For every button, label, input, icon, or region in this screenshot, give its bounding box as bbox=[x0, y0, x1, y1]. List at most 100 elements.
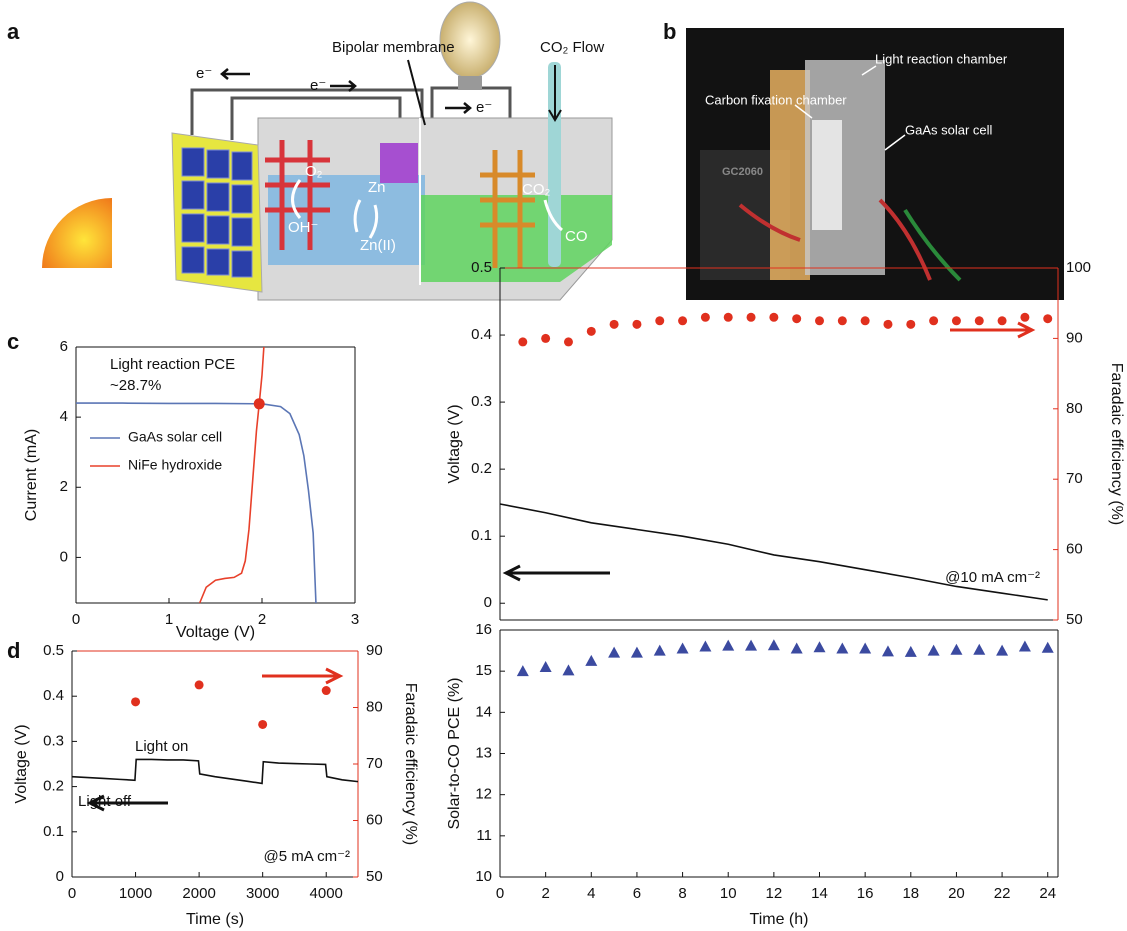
y2-axis-label: Faradaic efficiency (%) bbox=[1108, 363, 1125, 525]
y-tick-label: 0.2 bbox=[471, 460, 492, 477]
y-tick-label: 14 bbox=[475, 703, 492, 720]
x-tick-label: 1 bbox=[165, 611, 173, 628]
y-tick-label: 0 bbox=[56, 868, 64, 885]
y2-tick-label: 60 bbox=[1066, 541, 1083, 558]
anolyte bbox=[268, 175, 425, 265]
point bbox=[609, 319, 619, 329]
label: e⁻ bbox=[196, 65, 212, 82]
y-axis-label: Solar-to-CO PCE (%) bbox=[446, 677, 463, 829]
point bbox=[722, 639, 735, 651]
point bbox=[996, 644, 1009, 656]
y-tick-label: 16 bbox=[475, 621, 492, 638]
point bbox=[586, 326, 596, 336]
catholyte bbox=[420, 195, 612, 282]
panel-label: d bbox=[7, 638, 20, 663]
pointer bbox=[794, 65, 906, 151]
point bbox=[927, 644, 940, 656]
point bbox=[836, 642, 849, 654]
point bbox=[973, 643, 986, 655]
x-tick-label: 2000 bbox=[182, 885, 215, 902]
wire bbox=[190, 88, 424, 135]
y-tick-label: 0.1 bbox=[471, 527, 492, 544]
solar-cells bbox=[181, 147, 253, 278]
x-tick-label: 16 bbox=[857, 885, 874, 902]
panel-label: a bbox=[7, 19, 20, 44]
y-tick-label: 0 bbox=[484, 594, 492, 611]
membrane bbox=[380, 143, 418, 183]
point bbox=[951, 316, 961, 326]
series-line bbox=[71, 758, 359, 785]
x-tick-label: 22 bbox=[994, 885, 1011, 902]
x-tick-label: 20 bbox=[948, 885, 965, 902]
point bbox=[881, 645, 894, 657]
x-tick-label: 3 bbox=[351, 611, 359, 628]
point bbox=[1043, 314, 1053, 324]
label: CO bbox=[565, 228, 588, 245]
point bbox=[700, 312, 710, 322]
point bbox=[859, 642, 872, 654]
photo-label: GC2060 bbox=[722, 166, 763, 178]
y-tick-label: 2 bbox=[60, 478, 68, 495]
point bbox=[1020, 312, 1030, 322]
arrow bbox=[291, 179, 302, 219]
y-tick-label: 0.1 bbox=[43, 823, 64, 840]
x-tick-label: 14 bbox=[811, 885, 828, 902]
y-tick-label: 0.4 bbox=[43, 687, 64, 704]
y-tick-label: 0.5 bbox=[471, 259, 492, 276]
point bbox=[769, 312, 779, 322]
bulb-base bbox=[458, 76, 482, 90]
y2-tick-label: 90 bbox=[1066, 329, 1083, 346]
y-tick-label: 13 bbox=[475, 744, 492, 761]
y-axis-label: Voltage (V) bbox=[13, 724, 30, 803]
point bbox=[585, 654, 598, 666]
annotation: Light on bbox=[135, 738, 188, 755]
y-tick-label: 0.3 bbox=[43, 732, 64, 749]
arrow bbox=[220, 68, 250, 80]
panel-label: c bbox=[7, 329, 19, 354]
x-tick-label: 3000 bbox=[246, 885, 279, 902]
schematic: Bipolar membrane CO₂ Flow e⁻ e⁻ e⁻ O₂ OH… bbox=[42, 1, 613, 301]
x-tick-label: 1000 bbox=[119, 885, 152, 902]
point bbox=[745, 639, 758, 651]
y-tick-label: 15 bbox=[475, 662, 492, 679]
x-tick-label: 2 bbox=[541, 885, 549, 902]
photo-label: GaAs solar cell bbox=[905, 122, 993, 137]
y2-tick-label: 100 bbox=[1066, 259, 1091, 276]
arrow bbox=[353, 199, 379, 239]
point bbox=[699, 640, 712, 652]
x-tick-label: 24 bbox=[1039, 885, 1056, 902]
x-tick-label: 12 bbox=[766, 885, 783, 902]
label: CO₂ bbox=[522, 181, 551, 198]
point bbox=[904, 645, 917, 657]
y-tick-label: 0.5 bbox=[43, 642, 64, 659]
point bbox=[837, 316, 847, 326]
x-axis-label: Voltage (V) bbox=[176, 624, 255, 641]
cable bbox=[903, 208, 962, 282]
annotation: Light reaction PCE bbox=[110, 356, 235, 373]
point bbox=[632, 319, 642, 329]
point bbox=[723, 312, 733, 322]
annotation: @5 mA cm⁻² bbox=[264, 848, 350, 865]
point bbox=[813, 641, 826, 653]
point bbox=[539, 661, 552, 673]
y-tick-label: 0 bbox=[60, 548, 68, 565]
cathode bbox=[480, 150, 535, 268]
point bbox=[1018, 640, 1031, 652]
point bbox=[630, 646, 643, 658]
marker bbox=[253, 398, 265, 410]
x-tick-label: 4000 bbox=[310, 885, 343, 902]
label: Bipolar membrane bbox=[332, 39, 455, 56]
carbon-chamber bbox=[770, 70, 810, 280]
y2-tick-label: 70 bbox=[366, 755, 383, 772]
y2-tick-label: 80 bbox=[1066, 400, 1083, 417]
legend-label: NiFe hydroxide bbox=[128, 457, 222, 473]
point bbox=[678, 316, 688, 326]
label: e⁻ bbox=[476, 99, 492, 116]
point bbox=[541, 333, 551, 343]
point bbox=[518, 337, 528, 347]
y-tick-label: 11 bbox=[476, 827, 492, 844]
x-axis-label: Time (s) bbox=[186, 911, 244, 928]
annotation: ~28.7% bbox=[110, 377, 161, 394]
photo-label: Carbon fixation chamber bbox=[705, 92, 847, 107]
